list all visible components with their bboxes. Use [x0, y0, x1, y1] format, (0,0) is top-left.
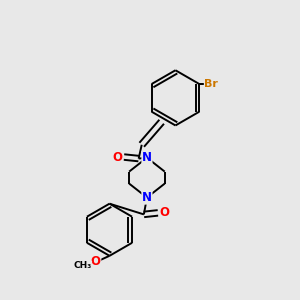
Text: O: O — [159, 206, 169, 219]
Text: N: N — [142, 151, 152, 164]
Text: CH₃: CH₃ — [74, 261, 92, 270]
Text: O: O — [113, 151, 123, 164]
Text: O: O — [91, 256, 101, 268]
Text: N: N — [142, 191, 152, 204]
Text: Br: Br — [204, 79, 218, 89]
